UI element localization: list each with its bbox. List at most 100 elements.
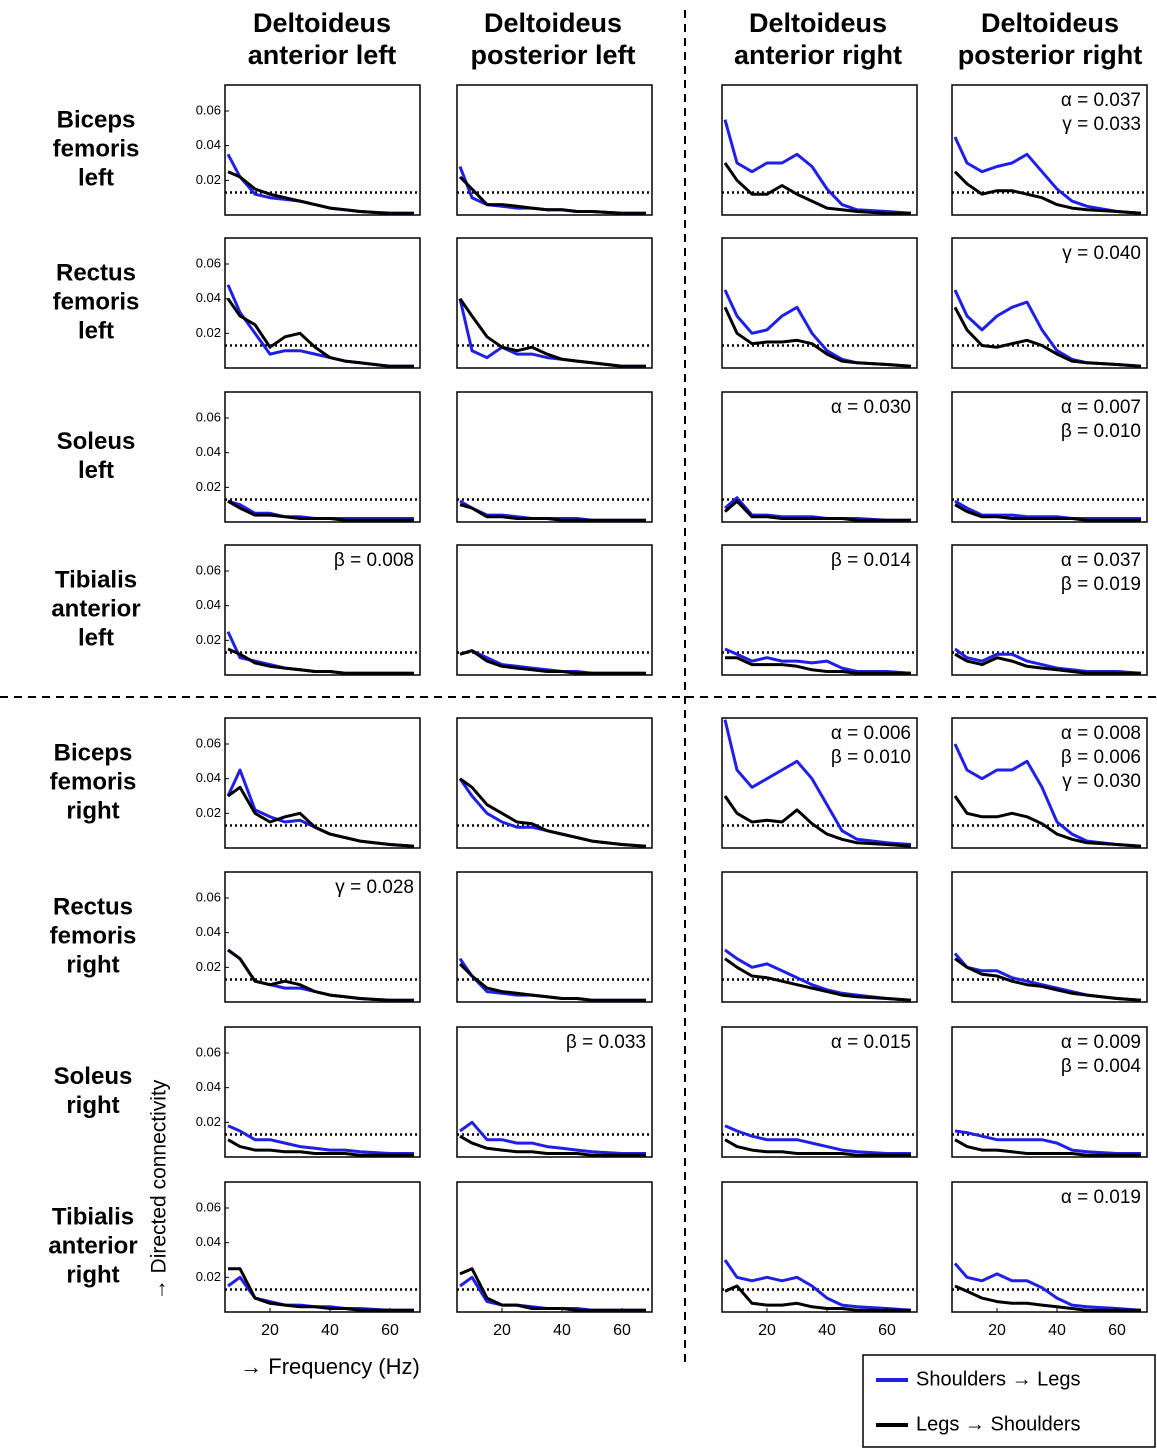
- series-line: [724, 957, 912, 1002]
- column-title: Deltoideus: [253, 8, 391, 38]
- panel: [721, 717, 918, 849]
- series-line: [953, 306, 1142, 368]
- y-tick-label: 0.02: [196, 1114, 221, 1129]
- panel: [951, 717, 1148, 849]
- row-title: Rectus: [56, 259, 136, 286]
- y-tick-label: 0.06: [196, 102, 221, 117]
- column-title: Deltoideus: [484, 8, 622, 38]
- y-tick-label: 0.04: [196, 290, 221, 305]
- row-title: Soleus: [54, 1063, 133, 1090]
- row-title: Rectus: [53, 893, 133, 920]
- column-title: posterior right: [958, 40, 1143, 70]
- row-title: femoris: [53, 288, 140, 315]
- y-tick-label: 0.04: [196, 444, 221, 459]
- series-line: [725, 656, 911, 675]
- series-line: [227, 647, 414, 675]
- panel: [224, 1026, 421, 1158]
- x-tick-label: 20: [988, 1322, 1006, 1339]
- annotation: γ = 0.030: [1062, 771, 1141, 792]
- row-title: right: [66, 951, 119, 978]
- series-line: [954, 499, 1141, 520]
- y-tick-label: 0.06: [196, 889, 221, 904]
- y-axis-label: → Directed connectivity: [148, 1079, 171, 1300]
- series-line: [723, 119, 912, 215]
- annotation: α = 0.019: [1061, 1187, 1141, 1208]
- annotation: γ = 0.028: [335, 877, 414, 898]
- y-tick-label: 0.02: [196, 479, 221, 494]
- row-title: femoris: [50, 922, 137, 949]
- series-line: [723, 162, 911, 215]
- y-tick-label: 0.04: [196, 597, 221, 612]
- row-title: right: [66, 797, 119, 824]
- y-tick-label: 0.02: [196, 959, 221, 974]
- row-title: left: [78, 624, 114, 651]
- row-title: right: [66, 1092, 119, 1119]
- annotation: α = 0.009: [1061, 1032, 1141, 1053]
- annotation: β = 0.019: [1061, 574, 1141, 595]
- y-tick-label: 0.06: [196, 1044, 221, 1059]
- row-title: femoris: [50, 768, 137, 795]
- series-line: [227, 170, 414, 215]
- annotation: β = 0.004: [1061, 1056, 1142, 1077]
- series-line: [459, 777, 647, 848]
- panel: [951, 1181, 1148, 1313]
- annotation: β = 0.010: [831, 747, 911, 768]
- row-title: anterior: [51, 595, 140, 622]
- series-line: [953, 136, 1142, 215]
- row-title: right: [66, 1261, 119, 1288]
- x-tick-label: 40: [553, 1322, 571, 1339]
- annotation: α = 0.006: [831, 723, 911, 744]
- series-line: [723, 719, 912, 846]
- series-line: [954, 1129, 1141, 1155]
- x-tick-label: 40: [321, 1322, 339, 1339]
- y-tick-label: 0.06: [196, 255, 221, 270]
- series-line: [723, 795, 912, 848]
- series-line: [459, 1134, 646, 1157]
- panel: [951, 237, 1148, 369]
- panel: [224, 237, 421, 369]
- y-tick-label: 0.02: [196, 172, 221, 187]
- series-line: [954, 647, 1142, 675]
- y-tick-label: 0.04: [196, 1234, 221, 1249]
- y-tick-label: 0.06: [196, 735, 221, 750]
- x-tick-label: 60: [613, 1322, 631, 1339]
- legend-label: Shoulders → Legs: [916, 1368, 1081, 1390]
- annotation: α = 0.030: [831, 397, 911, 418]
- panel: [224, 391, 421, 523]
- annotation: β = 0.033: [566, 1032, 646, 1053]
- annotation: β = 0.010: [1061, 421, 1141, 442]
- series-line: [227, 499, 414, 522]
- y-tick-label: 0.06: [196, 1199, 221, 1214]
- series-line: [458, 297, 646, 368]
- annotation: β = 0.006: [1061, 747, 1141, 768]
- series-line: [953, 1262, 1142, 1312]
- series-line: [724, 499, 911, 522]
- series-line: [458, 962, 646, 1002]
- panel: [456, 391, 653, 523]
- series-line: [724, 1284, 911, 1312]
- annotation: β = 0.008: [334, 550, 414, 571]
- series-line: [953, 170, 1142, 215]
- series-line: [459, 1120, 646, 1155]
- series-line: [458, 175, 646, 215]
- annotation: γ = 0.040: [1062, 243, 1141, 264]
- legend-label: Legs → Shoulders: [916, 1413, 1081, 1435]
- y-tick-label: 0.02: [196, 325, 221, 340]
- series-line: [723, 1259, 912, 1312]
- x-tick-label: 60: [381, 1322, 399, 1339]
- panel: [721, 871, 918, 1003]
- legend-box: [862, 1354, 1156, 1448]
- y-tick-label: 0.04: [196, 137, 221, 152]
- x-tick-label: 20: [493, 1322, 511, 1339]
- panel: [951, 391, 1148, 523]
- series-line: [227, 948, 414, 1002]
- panel: [951, 544, 1148, 676]
- series-line: [226, 297, 414, 368]
- panel: [456, 1026, 653, 1158]
- panel: [721, 237, 918, 369]
- series-line: [954, 652, 1141, 675]
- series-line: [954, 503, 1141, 522]
- annotation: α = 0.037: [1061, 90, 1141, 111]
- x-tick-label: 60: [878, 1322, 896, 1339]
